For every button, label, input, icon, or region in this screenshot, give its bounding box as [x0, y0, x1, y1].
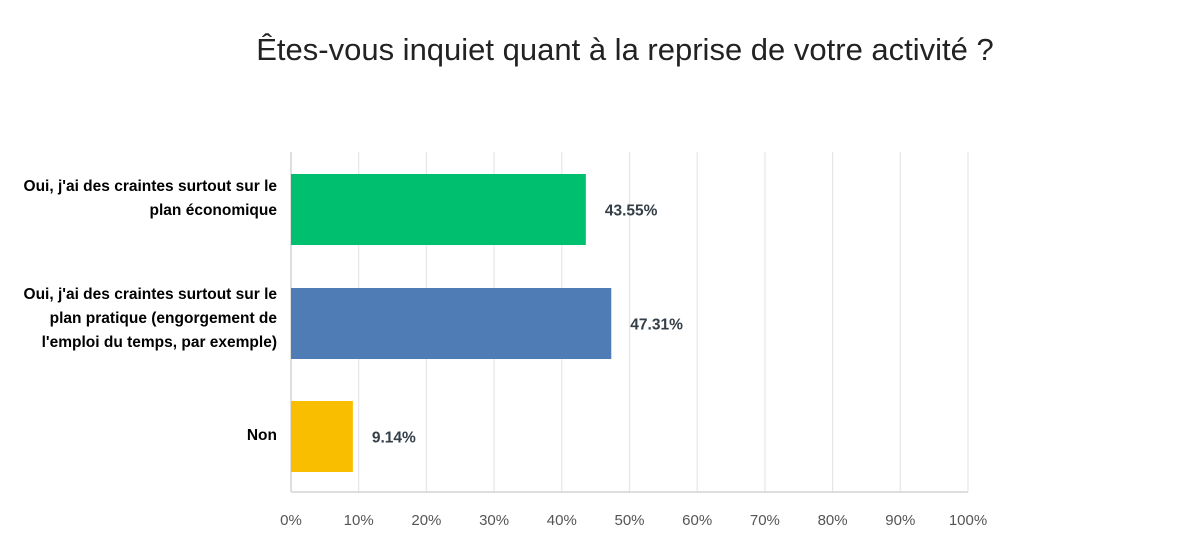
- bar-1: [291, 288, 612, 359]
- bar-0: [291, 174, 586, 245]
- value-label-2: 9.14%: [372, 430, 416, 447]
- x-tick-label-60: 60%: [682, 512, 712, 529]
- category-label-economique: Oui, j'ai des craintes surtout sur le pl…: [23, 178, 277, 219]
- category-label-pratique: Oui, j'ai des craintes surtout sur le pl…: [23, 286, 277, 351]
- x-tick-label-20: 20%: [411, 512, 441, 529]
- x-tick-label-10: 10%: [344, 512, 374, 529]
- x-tick-label-50: 50%: [614, 512, 644, 529]
- category-label-non: Non: [246, 427, 277, 444]
- value-label-1: 47.31%: [630, 317, 683, 334]
- bar-2: [291, 401, 353, 472]
- x-tick-label-0: 0%: [280, 512, 302, 529]
- chart-title: Êtes-vous inquiet quant à la reprise de …: [256, 32, 994, 67]
- x-tick-label-80: 80%: [818, 512, 848, 529]
- x-tick-label-100: 100%: [949, 512, 987, 529]
- x-tick-label-70: 70%: [750, 512, 780, 529]
- x-tick-label-40: 40%: [547, 512, 577, 529]
- value-label-0: 43.55%: [605, 203, 658, 220]
- x-tick-label-30: 30%: [479, 512, 509, 529]
- x-tick-label-90: 90%: [885, 512, 915, 529]
